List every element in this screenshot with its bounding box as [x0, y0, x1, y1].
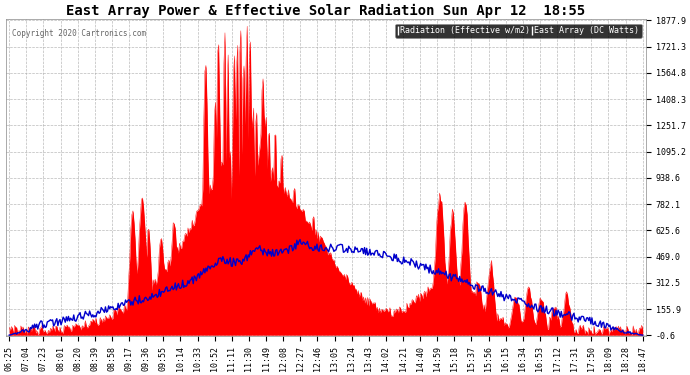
Text: Copyright 2020 Cartronics.com: Copyright 2020 Cartronics.com: [12, 29, 146, 38]
Legend: Radiation (Effective w/m2), East Array (DC Watts): Radiation (Effective w/m2), East Array (…: [395, 24, 642, 38]
Title: East Array Power & Effective Solar Radiation Sun Apr 12  18:55: East Array Power & Effective Solar Radia…: [66, 4, 586, 18]
